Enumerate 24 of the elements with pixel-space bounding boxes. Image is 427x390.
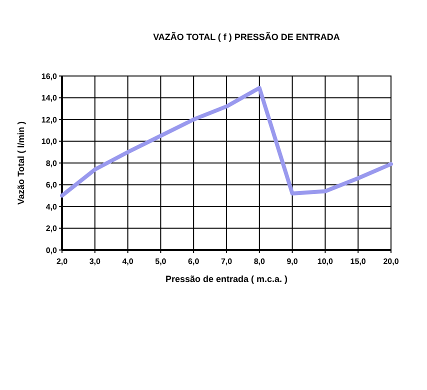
x-tick-label: 6,0 <box>188 257 200 266</box>
y-tick-label: 0,0 <box>46 246 58 255</box>
y-tick-label: 8,0 <box>46 158 58 168</box>
x-tick-label: 2,0 <box>56 257 68 266</box>
x-tick-label: 8,0 <box>254 257 266 266</box>
x-axis-title: Pressão de entrada ( m.c.a. ) <box>165 274 288 284</box>
y-tick-label: 12,0 <box>41 115 58 124</box>
y-tick-label: 2,0 <box>46 224 58 234</box>
y-tick-label: 4,0 <box>46 202 58 212</box>
y-tick-label: 14,0 <box>41 94 58 103</box>
x-tick-label: 7,0 <box>220 257 233 266</box>
line-series <box>60 86 393 198</box>
x-tick-label: 9,0 <box>286 257 298 266</box>
x-tick-label: 3,0 <box>89 257 102 266</box>
y-tick-label: 10,0 <box>41 137 58 146</box>
y-tick-label: 6,0 <box>46 180 58 190</box>
y-tick-label: 16,0 <box>41 72 58 81</box>
x-tick-label: 20,0 <box>383 257 400 266</box>
x-tick-label: 5,0 <box>155 257 167 266</box>
x-tick-label: 15,0 <box>350 257 366 266</box>
x-tick-label: 4,0 <box>122 257 134 266</box>
y-axis-title: Vazão Total ( l/min ) <box>16 121 26 205</box>
x-tick-label: 10,0 <box>317 257 334 266</box>
chart-title: VAZÃO TOTAL ( f ) PRESSÃO DE ENTRADA <box>153 31 340 42</box>
